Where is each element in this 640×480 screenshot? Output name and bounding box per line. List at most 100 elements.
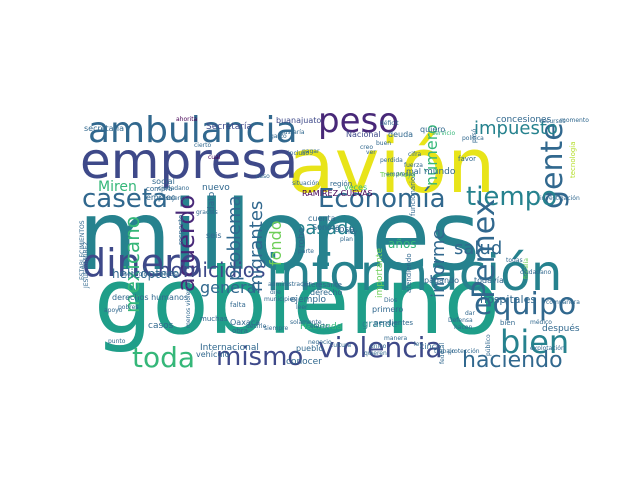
cloud-word: social [152, 177, 175, 186]
cloud-word: problema [224, 195, 245, 282]
cloud-word: tecnología [569, 141, 577, 179]
cloud-word: pagar [302, 148, 320, 155]
cloud-word: pasajeros [158, 195, 187, 202]
cloud-word: Oaxaca [230, 318, 261, 327]
cloud-word: después [542, 324, 580, 334]
cloud-word: perdida [380, 157, 403, 164]
cloud-word: impuesto [474, 118, 558, 139]
cloud-word: política [462, 135, 484, 142]
cloud-word: hospitales [480, 293, 537, 306]
cloud-word: deuda [388, 130, 414, 139]
cloud-word: compañera [546, 299, 580, 306]
cloud-word: interesante [302, 281, 342, 289]
cloud-word: hoy [346, 229, 358, 236]
cloud-word: migrantes [246, 201, 267, 293]
cloud-word: público [485, 334, 492, 357]
cloud-word: explotación [530, 345, 565, 352]
cloud-word: fondo [266, 220, 285, 266]
cloud-word: bien [500, 319, 516, 327]
cloud-word: caso [256, 173, 270, 180]
cloud-word: dije [270, 289, 281, 296]
cloud-word: decirle [246, 323, 267, 330]
cloud-word: cinco [420, 342, 441, 351]
cloud-word: Hacienda [300, 322, 343, 332]
cloud-word: importante [375, 247, 385, 298]
cloud-word: Economía [318, 184, 446, 214]
cloud-word: RAMÍREZ CUEVAS [302, 189, 373, 198]
cloud-word: todavía [474, 276, 504, 285]
cloud-word: efecto [310, 323, 329, 330]
cloud-word: Sonora [312, 223, 341, 232]
cloud-word: muchas [200, 315, 228, 323]
cloud-word: administración [268, 281, 313, 288]
cloud-word: cierto [194, 142, 212, 149]
cloud-word: avión [288, 121, 496, 210]
cloud-word: empleo [146, 193, 176, 202]
cloud-word: ahorita [176, 116, 198, 123]
cloud-word: funcionario [409, 176, 417, 216]
cloud-word: ley [414, 341, 423, 348]
cloud-word: médico [530, 319, 552, 326]
cloud-word: Tren Maya [380, 171, 416, 179]
cloud-word: pendientes [374, 319, 414, 327]
cloud-word: Nacional [346, 130, 381, 139]
cloud-word: homicidios [158, 258, 266, 282]
cloud-word: servicio [432, 130, 456, 137]
cloud-word: ESTABLECIMIENTOS [79, 219, 86, 280]
cloud-word: seis [206, 231, 222, 240]
cloud-word: mundo [424, 167, 456, 177]
cloud-word: veces [344, 183, 368, 192]
cloud-word: gobierno [94, 248, 501, 355]
cloud-word: helicóptero [112, 267, 180, 281]
cloud-word: mismo [216, 342, 304, 372]
cloud-word: nuevo [202, 183, 230, 193]
cloud-word: punto [108, 338, 126, 345]
cloud-word: cuenta [308, 214, 336, 223]
cloud-word: cual [208, 154, 221, 161]
cloud-word: buen [376, 140, 392, 147]
cloud-word: pobres [118, 304, 139, 311]
cloud-word: servicios públicos [124, 271, 178, 278]
cloud-word: favor [458, 155, 477, 163]
cloud-word: secretaria [84, 124, 124, 133]
cloud-word: momento [560, 117, 589, 124]
cloud-word: Miren [98, 179, 137, 195]
cloud-word: millones [78, 180, 481, 292]
cloud-word: situación [292, 180, 320, 187]
cloud-word: cultura [330, 342, 352, 349]
cloud-word: falta [230, 301, 246, 309]
cloud-word: pasado [294, 218, 360, 239]
cloud-word: vehículo [196, 350, 230, 359]
cloud-word: dinero [82, 241, 203, 285]
cloud-word: ciudadano [158, 185, 190, 192]
cloud-word: compra [146, 185, 173, 193]
cloud-word: parte [298, 248, 314, 255]
cloud-word: informe [428, 228, 449, 299]
cloud-word: violencia [318, 331, 443, 364]
cloud-word: Internacional [200, 343, 259, 353]
cloud-word: robo [297, 228, 307, 249]
cloud-word: manera [384, 335, 408, 342]
cloud-word: derecho [310, 288, 343, 297]
cloud-word: gasto [270, 133, 287, 140]
cloud-word: toda [132, 341, 196, 374]
cloud-word: ver [366, 149, 376, 156]
cloud-word: Secretaría [206, 122, 252, 132]
cloud-word: gustaría [280, 129, 305, 136]
cloud-word: déficit [380, 120, 399, 127]
cloud-word: derechos humanos [112, 293, 189, 302]
cloud-word: primero [372, 305, 404, 314]
cloud-word: información [266, 244, 563, 302]
cloud-word: bien [500, 323, 570, 361]
cloud-word: creo [360, 144, 373, 151]
cloud-word: dar [465, 310, 475, 317]
cloud-word: plan [340, 236, 353, 243]
cloud-word: recursos [540, 118, 566, 125]
cloud-word: todas [506, 257, 523, 264]
cloud-word: empresas [386, 171, 416, 178]
cloud-word: buanajuato [276, 116, 322, 125]
cloud-word: solamente [290, 319, 322, 326]
cloud-word: leer [296, 304, 308, 311]
cloud-word: equipo [474, 287, 577, 322]
cloud-word: cosa [334, 225, 355, 235]
